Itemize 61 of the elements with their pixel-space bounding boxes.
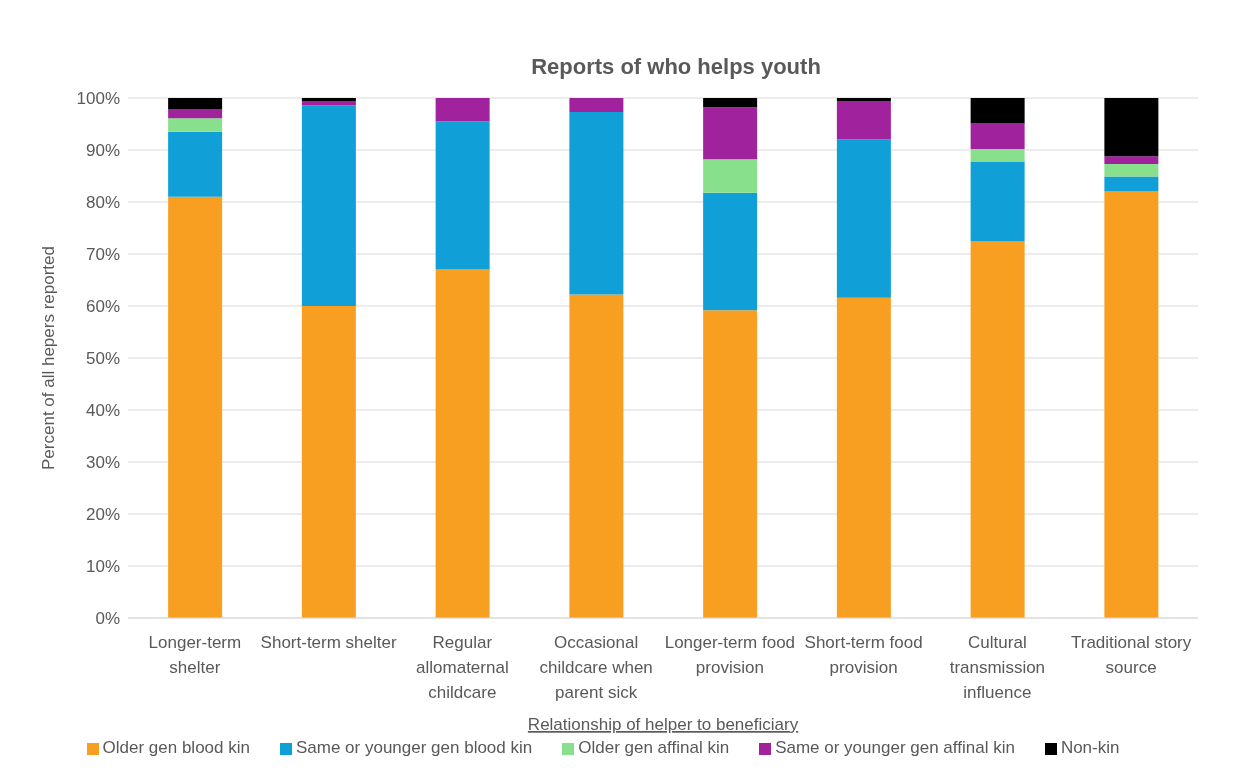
x-axis-title: Relationship of helper to beneficiary	[527, 715, 799, 734]
bar	[1104, 191, 1159, 618]
bar	[970, 241, 1025, 618]
x-tick-label: Traditional story source	[1070, 633, 1192, 677]
bar	[836, 297, 891, 618]
bar	[836, 101, 891, 140]
bar	[970, 98, 1025, 124]
bar	[1104, 156, 1159, 165]
chart-title: Reports of who helps youth	[531, 54, 821, 79]
y-tick-label: 10%	[85, 557, 120, 577]
y-tick-label: 60%	[85, 297, 120, 317]
bar	[435, 269, 490, 618]
bar	[168, 196, 223, 618]
y-axis-title: Percent of all hepers reported	[39, 246, 59, 470]
x-tick-label: Short-term food provision	[804, 633, 923, 677]
legend-label: Non-kin	[1060, 738, 1120, 757]
x-tick-label: Cultural transmission influence	[949, 633, 1046, 702]
bar	[569, 294, 624, 618]
bar	[970, 123, 1025, 149]
bar	[168, 98, 223, 110]
bar	[569, 112, 624, 295]
x-tick-label: Regular allomaternal childcare	[416, 633, 509, 702]
y-tick-label: 50%	[85, 349, 120, 369]
legend-label: Same or younger gen blood kin	[295, 738, 533, 757]
bar	[168, 118, 223, 132]
bar	[301, 101, 356, 106]
y-tick-label: 0%	[95, 609, 120, 629]
bar	[168, 131, 223, 197]
bar	[168, 109, 223, 119]
x-tick-label: Longer-term shelter	[148, 633, 242, 677]
bar	[435, 98, 490, 122]
y-tick-label: 30%	[85, 453, 120, 473]
x-tick-label: Occasional childcare when parent sick	[539, 633, 653, 702]
bar	[1104, 164, 1159, 177]
x-tick-label: Short-term shelter	[260, 633, 397, 652]
bar	[836, 98, 891, 102]
y-tick-label: 70%	[85, 245, 120, 265]
y-tick-label: 20%	[85, 505, 120, 525]
bar	[301, 105, 356, 306]
bar	[970, 161, 1025, 242]
bar	[569, 98, 624, 113]
y-tick-label: 80%	[85, 193, 120, 213]
bar	[703, 98, 758, 108]
legend-label: Older gen affinal kin	[578, 738, 730, 757]
bar	[703, 192, 758, 311]
bar	[1104, 176, 1159, 192]
bar	[836, 139, 891, 298]
bar	[1104, 98, 1159, 157]
bar	[435, 121, 490, 270]
x-tick-label: Longer-term food provision	[664, 633, 796, 677]
y-tick-label: 100%	[76, 89, 120, 109]
legend-label: Same or younger gen affinal kin	[775, 738, 1015, 757]
bar	[703, 310, 758, 618]
bar	[301, 98, 356, 102]
y-tick-label: 40%	[85, 401, 120, 421]
bar	[703, 107, 758, 160]
y-tick-label: 90%	[85, 141, 120, 161]
legend-label: Older gen blood kin	[102, 738, 250, 757]
bar	[301, 306, 356, 618]
bar	[703, 159, 758, 193]
bar	[970, 148, 1025, 162]
